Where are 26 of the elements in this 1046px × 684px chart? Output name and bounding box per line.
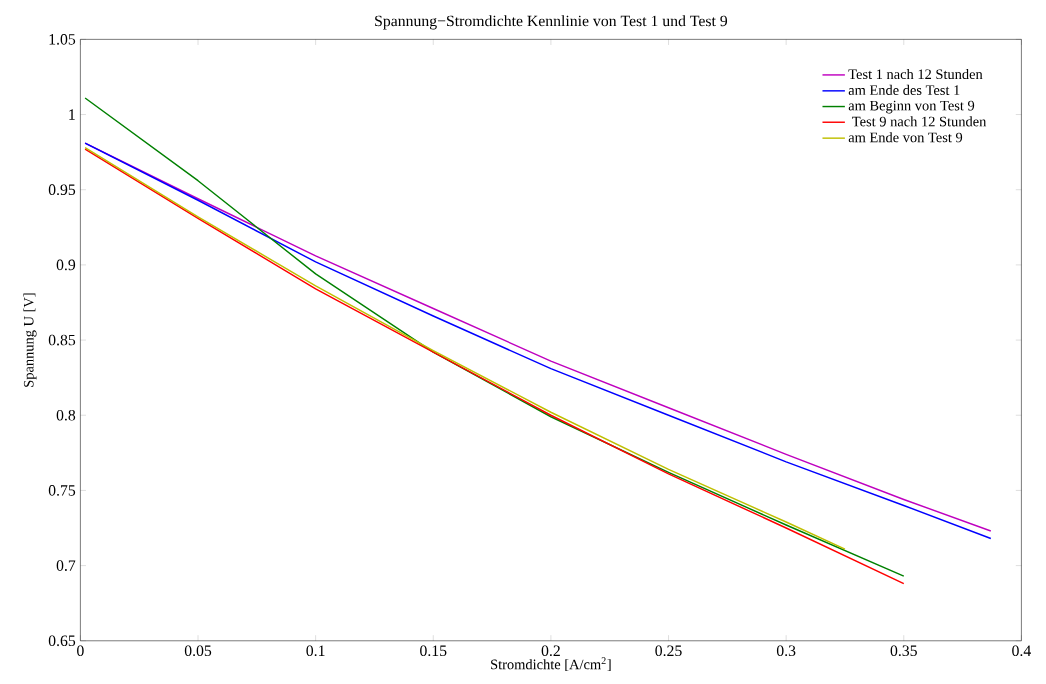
legend-label: am Ende des Test 1 (848, 84, 960, 95)
y-tick-label: 0.8 (56, 409, 76, 421)
y-tick-label: 0.7 (56, 560, 76, 571)
legend-label: Test 1 nach 12 Stunden (848, 68, 983, 80)
x-tick-label: 0.35 (890, 645, 917, 657)
x-tick-label: 0.4 (1012, 645, 1032, 657)
legend-label: am Ende von Test 9 (848, 132, 963, 143)
y-tick-label: 0.95 (48, 184, 76, 196)
x-tick-label: 0.3 (776, 645, 796, 657)
x-tick-label: 0.05 (184, 645, 212, 657)
chart-title: Spannung−Stromdichte Kennlinie von Test 1 und Test 9 (375, 15, 728, 30)
y-tick-label: 0.85 (48, 334, 76, 346)
y-tick-label: 0.75 (48, 485, 76, 496)
y-tick-label: 0.9 (56, 259, 76, 271)
y-tick-label: 0.65 (48, 635, 76, 647)
x-tick-label: 0 (77, 645, 84, 656)
x-tick-label: 0.1 (306, 645, 325, 657)
y-axis-title: Spannung U [V] (23, 293, 37, 387)
x-tick-label: 0.25 (655, 645, 682, 657)
legend-label: Test 9 nach 12 Stunden (852, 116, 987, 127)
x-tick-label: 0.15 (420, 645, 447, 657)
legend-label: am Beginn von Test 9 (848, 100, 975, 114)
x-tick-label: 0.2 (541, 645, 560, 657)
x-axis-title: Stromdichte [A/cm$^{2}$] (491, 657, 611, 672)
y-tick-label: 1.05 (49, 33, 76, 45)
y-tick-label: 1 (69, 109, 75, 120)
